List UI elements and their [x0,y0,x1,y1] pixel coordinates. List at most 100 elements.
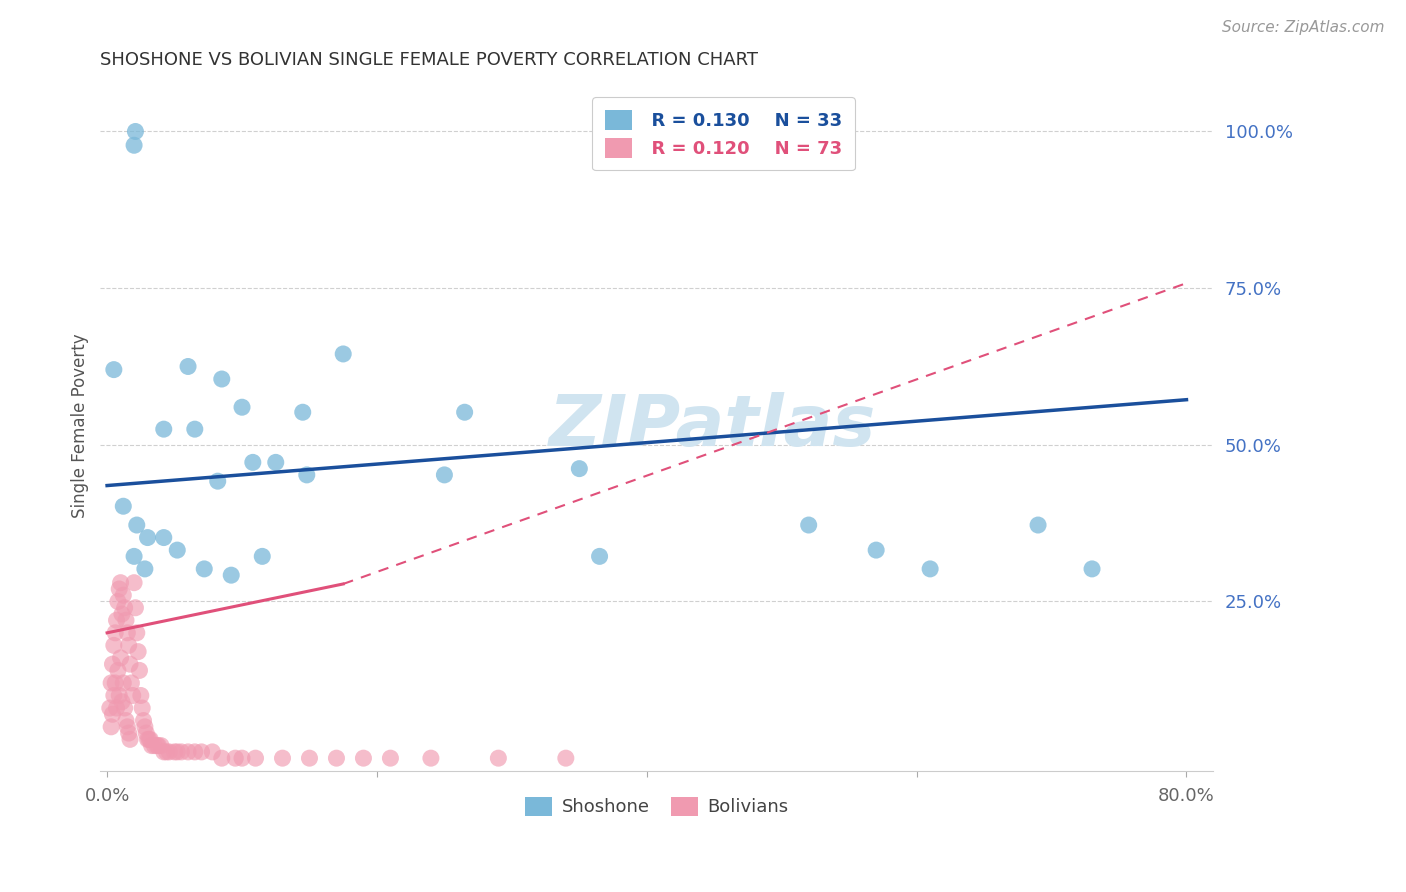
Point [295,467,318,482]
Point [353,751,375,765]
Point [380,751,402,765]
Point [139,732,162,747]
Point [120,676,142,690]
Point [554,751,576,765]
Point [115,714,138,728]
Point [117,625,139,640]
Text: SHOSHONE VS BOLIVIAN SINGLE FEMALE POVERTY CORRELATION CHART: SHOSHONE VS BOLIVIAN SINGLE FEMALE POVER… [100,51,758,69]
Point [124,124,146,138]
Point [110,575,132,590]
Point [136,732,159,747]
Point [138,732,160,747]
Point [152,531,174,545]
Point [125,518,148,533]
Point [124,600,146,615]
Point [121,689,143,703]
Point [105,613,128,627]
Point [797,518,820,533]
Point [107,664,129,678]
Point [108,689,131,703]
Point [231,401,253,415]
Point [453,405,475,419]
Point [146,739,169,753]
Point [110,651,132,665]
Point [211,372,233,386]
Point [141,739,163,753]
Point [115,613,138,627]
Point [201,745,224,759]
Point [136,531,159,545]
Point [148,739,170,753]
Point [245,751,267,765]
Point [103,638,125,652]
Point [152,422,174,436]
Point [127,645,149,659]
Point [111,695,134,709]
Point [298,751,321,765]
Point [231,751,253,765]
Point [184,422,207,436]
Point [184,745,207,759]
Point [135,726,157,740]
Point [163,745,186,759]
Point [101,707,124,722]
Point [108,582,131,596]
Point [118,726,141,740]
Point [98,701,121,715]
Point [134,562,156,576]
Point [568,461,591,475]
Point [112,676,135,690]
Point [132,714,155,728]
Point [112,500,135,514]
Text: Source: ZipAtlas.com: Source: ZipAtlas.com [1222,20,1385,35]
Point [325,751,347,765]
Point [207,474,229,488]
Point [177,745,200,759]
Point [101,657,124,672]
Point [118,732,141,747]
Point [170,745,193,759]
Point [114,600,136,615]
Point [128,664,150,678]
Text: ZIPatlas: ZIPatlas [548,392,876,460]
Point [190,745,212,759]
Point [211,751,233,765]
Point [271,751,294,765]
Point [219,568,242,582]
Point [166,745,188,759]
Point [104,676,127,690]
Point [118,657,141,672]
Point [177,359,200,374]
Point [291,405,314,419]
Point [224,751,246,765]
Point [166,543,188,558]
Point [118,638,141,652]
Point [103,362,125,376]
Point [143,739,166,753]
Point [100,720,122,734]
Point [129,689,152,703]
Y-axis label: Single Female Poverty: Single Female Poverty [72,334,89,518]
Point [107,594,129,608]
Point [105,701,128,715]
Point [1081,562,1104,576]
Point [588,549,610,564]
Point [152,745,174,759]
Point [122,575,145,590]
Point [150,739,173,753]
Point [111,607,134,621]
Point [419,751,441,765]
Point [104,625,127,640]
Point [193,562,215,576]
Point [134,720,156,734]
Point [122,138,145,153]
Point [103,689,125,703]
Point [131,701,153,715]
Point [122,549,145,564]
Point [920,562,942,576]
Point [486,751,509,765]
Point [865,543,887,558]
Point [112,588,135,602]
Point [242,455,264,469]
Legend: Shoshone, Bolivians: Shoshone, Bolivians [519,789,796,823]
